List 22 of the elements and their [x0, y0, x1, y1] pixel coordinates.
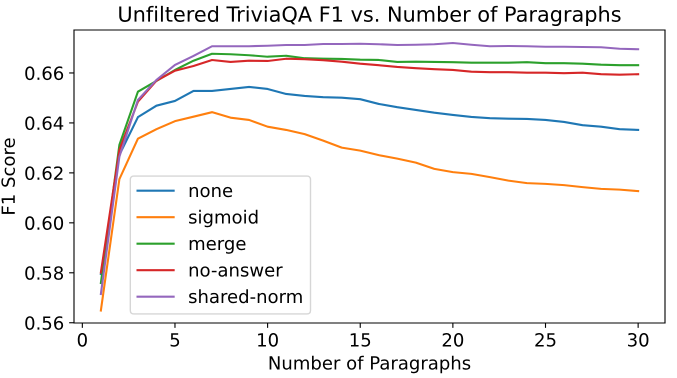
y-tick-label: 0.64 [25, 116, 64, 130]
y-tick-label: 0.60 [25, 216, 64, 230]
x-tick-label: 0 [78, 333, 87, 347]
legend-label: none [190, 186, 232, 198]
chart-title: Unfiltered TriviaQA F1 vs. Number of Paragraphs [119, 6, 621, 26]
x-axis-title: Number of Paragraphs [270, 356, 470, 374]
x-tick-label: 20 [442, 333, 464, 347]
legend-label: shared-norm [189, 289, 302, 304]
legend-label: merge [190, 240, 246, 254]
x-tick-label: 10 [258, 333, 278, 347]
x-tick-label: 5 [170, 333, 180, 347]
y-tick-label: 0.62 [25, 166, 62, 180]
line-series [100, 111, 640, 312]
x-tick-label: 15 [350, 333, 370, 347]
x-tick-label: 30 [628, 333, 648, 347]
y-tick-label: 0.58 [25, 266, 64, 280]
y-tick-label: 0.66 [25, 66, 64, 80]
y-tick-label: 0.56 [25, 316, 64, 330]
y-axis-title: F1 Score [1, 138, 16, 214]
legend-label: no-answer [190, 266, 283, 277]
legend-label: sigmoid [189, 210, 258, 228]
x-tick-label: 25 [535, 333, 556, 347]
